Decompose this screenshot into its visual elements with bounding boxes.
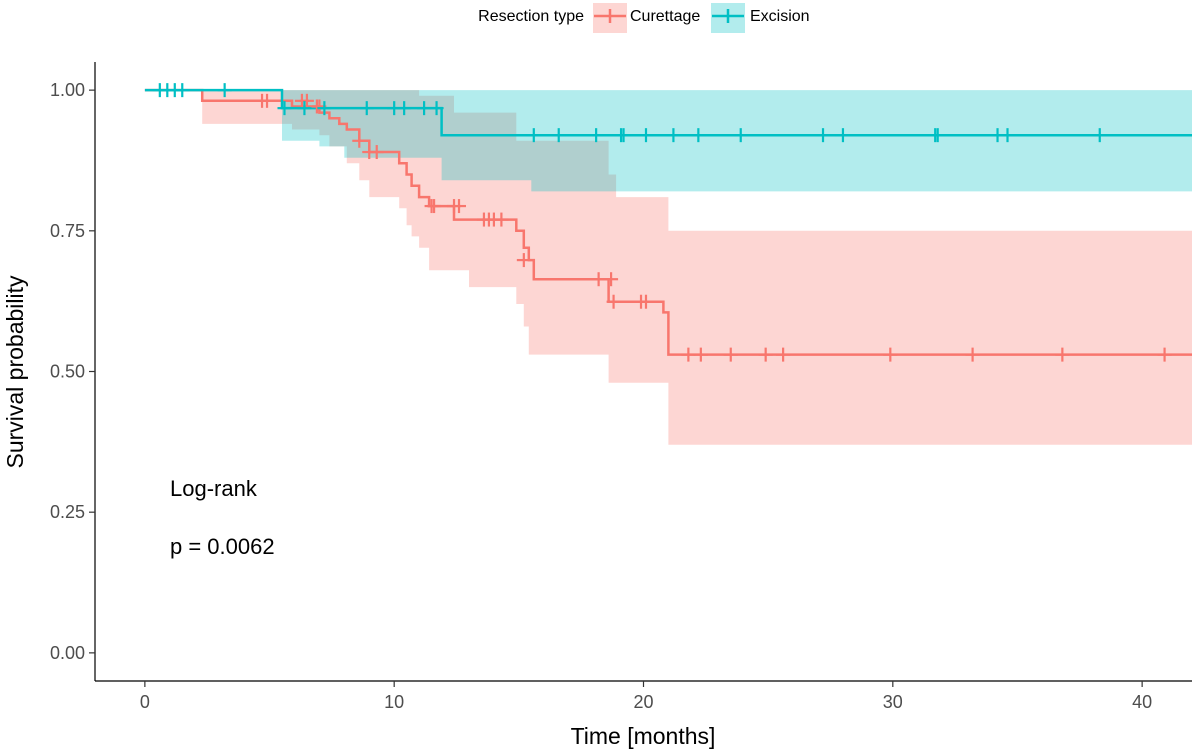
censor-mark-excision xyxy=(691,128,706,143)
legend-title: Resection type xyxy=(478,8,584,25)
censor-mark-excision xyxy=(1000,128,1015,143)
legend-label-curettage: Curettage xyxy=(630,8,700,25)
censor-mark-curettage xyxy=(604,272,619,287)
x-tick-label: 0 xyxy=(140,692,150,712)
x-tick-label: 20 xyxy=(633,692,653,712)
censor-mark-curettage xyxy=(883,347,898,362)
censor-mark-excision xyxy=(551,128,566,143)
censor-mark-curettage xyxy=(776,347,791,362)
censor-mark-excision xyxy=(175,83,190,98)
censor-mark-curettage xyxy=(494,212,509,227)
y-axis-title: Survival probability xyxy=(2,275,28,469)
y-tick-label: 0.50 xyxy=(50,362,85,382)
censor-mark-excision xyxy=(297,101,312,116)
censor-mark-excision xyxy=(429,101,444,116)
censor-mark-excision xyxy=(835,128,850,143)
legend: Resection type Curettage Excision xyxy=(478,3,810,33)
censor-mark-curettage xyxy=(638,294,653,309)
censor-mark-curettage xyxy=(452,199,467,214)
censor-mark-curettage xyxy=(427,199,442,214)
censor-mark-excision xyxy=(317,101,332,116)
censor-mark-curettage xyxy=(723,347,738,362)
censor-mark-excision xyxy=(733,128,748,143)
censor-mark-excision xyxy=(589,128,604,143)
annotation-p-value: p = 0.0062 xyxy=(170,534,275,559)
x-axis-title: Time [months] xyxy=(571,723,716,749)
censor-mark-curettage xyxy=(606,294,621,309)
censor-mark-excision xyxy=(616,128,631,143)
x-tick-label: 40 xyxy=(1132,692,1152,712)
censor-mark-excision xyxy=(417,101,432,116)
y-axis-ticks: 0.00 0.25 0.50 0.75 1.00 xyxy=(50,80,95,663)
censor-mark-excision xyxy=(526,128,541,143)
censor-mark-curettage xyxy=(965,347,980,362)
ci-band-curettage xyxy=(144,90,1192,445)
x-axis-ticks: 0 10 20 30 40 xyxy=(140,681,1152,712)
censor-mark-curettage xyxy=(260,93,275,108)
censor-mark-curettage xyxy=(516,253,531,268)
censor-mark-curettage xyxy=(591,272,606,287)
confidence-bands xyxy=(144,90,1192,445)
censor-mark-excision xyxy=(638,128,653,143)
x-tick-label: 10 xyxy=(384,692,404,712)
censor-mark-excision xyxy=(930,128,945,143)
censor-mark-curettage xyxy=(1157,347,1172,362)
censor-mark-curettage xyxy=(1055,347,1070,362)
legend-label-excision: Excision xyxy=(750,8,810,25)
x-tick-label: 30 xyxy=(883,692,903,712)
y-tick-label: 0.00 xyxy=(50,643,85,663)
annotation-test-name: Log-rank xyxy=(170,476,258,501)
censor-mark-excision xyxy=(666,128,681,143)
censor-mark-excision xyxy=(397,101,412,116)
y-tick-label: 0.25 xyxy=(50,502,85,522)
y-tick-label: 1.00 xyxy=(50,80,85,100)
censor-mark-curettage xyxy=(352,133,367,148)
censor-marks xyxy=(152,83,1172,362)
censor-mark-excision xyxy=(359,101,374,116)
censor-mark-excision xyxy=(816,128,831,143)
survival-line-curettage xyxy=(144,88,1192,356)
censor-mark-curettage xyxy=(758,347,773,362)
censor-mark-excision xyxy=(1092,128,1107,143)
y-tick-label: 0.75 xyxy=(50,221,85,241)
censor-mark-curettage xyxy=(681,347,696,362)
ci-band-excision xyxy=(144,90,1192,192)
censor-mark-excision xyxy=(217,83,232,98)
censor-mark-curettage xyxy=(693,347,708,362)
censor-mark-excision xyxy=(277,101,292,116)
censor-mark-curettage xyxy=(299,93,314,108)
censor-mark-curettage xyxy=(369,145,384,160)
